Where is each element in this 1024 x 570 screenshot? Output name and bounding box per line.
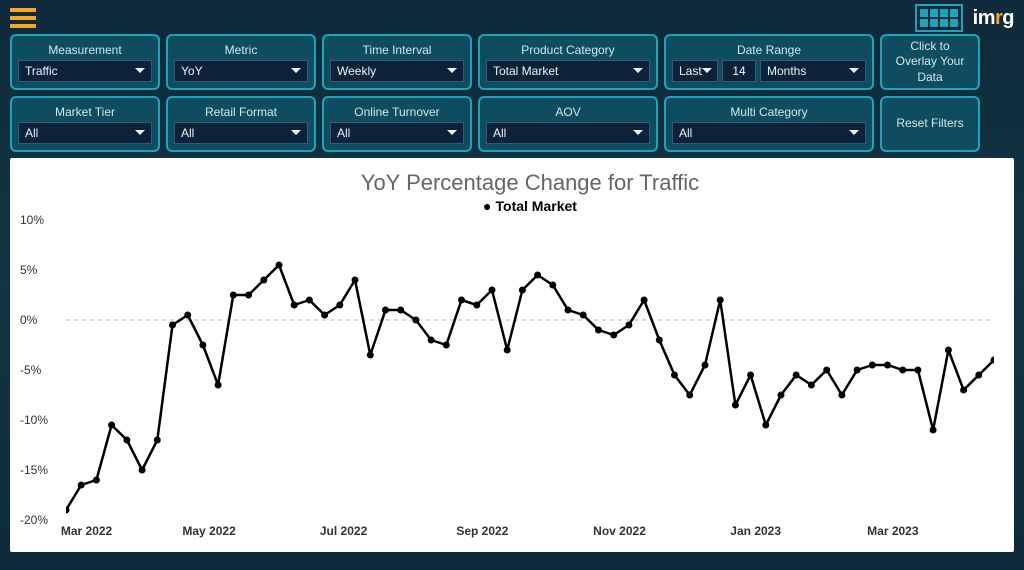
multicat-dropdown[interactable]: All bbox=[672, 122, 866, 144]
filter-aov: AOV All bbox=[478, 96, 658, 152]
action-label: Reset Filters bbox=[896, 116, 963, 132]
y-axis-label: -20% bbox=[20, 513, 48, 527]
x-axis-label: Jul 2022 bbox=[320, 524, 367, 538]
chevron-down-icon bbox=[447, 68, 457, 73]
format-dropdown[interactable]: All bbox=[174, 122, 308, 144]
daterange-unit-dropdown[interactable]: Months bbox=[760, 60, 866, 82]
turnover-dropdown[interactable]: All bbox=[330, 122, 464, 144]
filter-label: AOV bbox=[555, 105, 580, 119]
chevron-down-icon bbox=[291, 130, 301, 135]
dropdown-value: Total Market bbox=[493, 64, 558, 78]
filter-category: Product Category Total Market bbox=[478, 34, 658, 90]
tier-dropdown[interactable]: All bbox=[18, 122, 152, 144]
action-label: Click to Overlay Your Data bbox=[888, 39, 972, 86]
overlay-data-button[interactable]: Click to Overlay Your Data bbox=[880, 34, 980, 90]
filter-metric: Metric YoY bbox=[166, 34, 316, 90]
dropdown-value: All bbox=[181, 126, 194, 140]
menu-icon[interactable] bbox=[10, 8, 36, 28]
chevron-down-icon bbox=[633, 130, 643, 135]
chevron-down-icon bbox=[849, 68, 859, 73]
metric-dropdown[interactable]: YoY bbox=[174, 60, 308, 82]
chart-container: YoY Percentage Change for Traffic Total … bbox=[10, 158, 1014, 552]
measurement-dropdown[interactable]: Traffic bbox=[18, 60, 152, 82]
dropdown-value: All bbox=[25, 126, 38, 140]
y-axis-label: -5% bbox=[20, 363, 41, 377]
reset-filters-button[interactable]: Reset Filters bbox=[880, 96, 980, 152]
filter-label: Retail Format bbox=[205, 105, 277, 119]
dropdown-value: Months bbox=[767, 64, 806, 78]
y-axis-label: 10% bbox=[20, 213, 44, 227]
chevron-down-icon bbox=[135, 130, 145, 135]
logo: imrg bbox=[973, 7, 1014, 30]
filter-daterange: Date Range Last 14 Months bbox=[664, 34, 874, 90]
y-axis-label: 0% bbox=[20, 313, 37, 327]
dropdown-value: Traffic bbox=[25, 64, 58, 78]
filter-label: Market Tier bbox=[55, 105, 115, 119]
filter-label: Product Category bbox=[521, 43, 614, 57]
chevron-down-icon bbox=[702, 68, 712, 73]
y-axis-label: -15% bbox=[20, 463, 48, 477]
chart-plot: -20%-15%-10%-5%0%5%10% bbox=[66, 220, 994, 520]
filter-interval: Time Interval Weekly bbox=[322, 34, 472, 90]
category-dropdown[interactable]: Total Market bbox=[486, 60, 650, 82]
filter-label: Measurement bbox=[48, 43, 121, 57]
grid-view-icon[interactable] bbox=[915, 4, 963, 32]
filter-label: Date Range bbox=[737, 43, 801, 57]
filter-label: Online Turnover bbox=[354, 105, 439, 119]
interval-dropdown[interactable]: Weekly bbox=[330, 60, 464, 82]
filter-label: Multi Category bbox=[730, 105, 807, 119]
chart-title: YoY Percentage Change for Traffic bbox=[66, 170, 994, 196]
number-value: 14 bbox=[732, 64, 745, 78]
x-axis-label: Mar 2022 bbox=[61, 524, 112, 538]
chevron-down-icon bbox=[135, 68, 145, 73]
y-axis-label: -10% bbox=[20, 413, 48, 427]
chart-legend: Total Market bbox=[66, 198, 994, 214]
dropdown-value: All bbox=[337, 126, 350, 140]
filter-multicat: Multi Category All bbox=[664, 96, 874, 152]
chevron-down-icon bbox=[633, 68, 643, 73]
dropdown-value: Last bbox=[679, 64, 702, 78]
x-axis-label: Sep 2022 bbox=[456, 524, 508, 538]
x-axis-label: Nov 2022 bbox=[593, 524, 646, 538]
y-axis-label: 5% bbox=[20, 263, 37, 277]
daterange-mode-dropdown[interactable]: Last bbox=[672, 60, 718, 82]
dropdown-value: All bbox=[679, 126, 692, 140]
x-axis-label: Mar 2023 bbox=[867, 524, 918, 538]
daterange-count-input[interactable]: 14 bbox=[722, 60, 756, 82]
chevron-down-icon bbox=[849, 130, 859, 135]
filter-measurement: Measurement Traffic bbox=[10, 34, 160, 90]
filter-format: Retail Format All bbox=[166, 96, 316, 152]
chevron-down-icon bbox=[447, 130, 457, 135]
x-axis-label: May 2022 bbox=[182, 524, 235, 538]
filter-turnover: Online Turnover All bbox=[322, 96, 472, 152]
dropdown-value: All bbox=[493, 126, 506, 140]
x-axis-label: Jan 2023 bbox=[730, 524, 781, 538]
dropdown-value: YoY bbox=[181, 64, 203, 78]
chevron-down-icon bbox=[291, 68, 301, 73]
filter-label: Metric bbox=[225, 43, 258, 57]
filter-tier: Market Tier All bbox=[10, 96, 160, 152]
dropdown-value: Weekly bbox=[337, 64, 376, 78]
filter-label: Time Interval bbox=[363, 43, 432, 57]
aov-dropdown[interactable]: All bbox=[486, 122, 650, 144]
